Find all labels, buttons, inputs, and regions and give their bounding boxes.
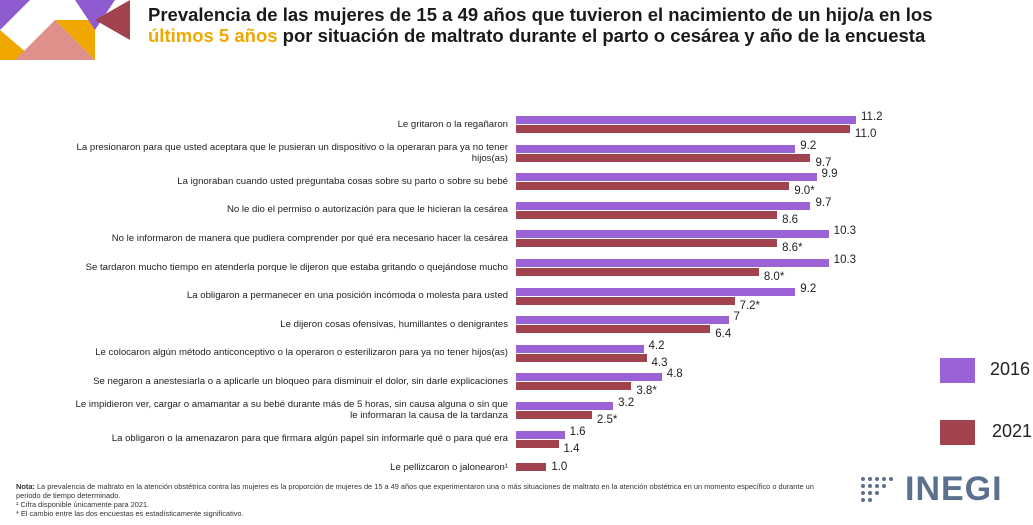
value-label: 4.2 xyxy=(648,339,665,352)
value-label: 3.2 xyxy=(618,397,635,409)
value-label: 10.3 xyxy=(833,254,857,266)
value-label: 11.0 xyxy=(854,128,877,140)
bar xyxy=(516,463,547,472)
note: La prevalencia de maltrato en la atenció… xyxy=(16,482,814,500)
category-label: No le dio el permiso o autorización para… xyxy=(226,204,508,216)
bar xyxy=(516,116,856,124)
legend-label: 2021 xyxy=(992,421,1033,441)
value-label: 10.3 xyxy=(833,225,857,238)
title-part: Prevalencia de las mujeres de 15 a 49 añ… xyxy=(148,4,933,25)
legend-swatch xyxy=(940,358,975,383)
bar xyxy=(516,316,729,325)
value-label: 9.2 xyxy=(800,139,817,152)
notes: Nota: La prevalencia de maltrato en la a… xyxy=(16,482,836,518)
bar xyxy=(516,153,811,162)
bar xyxy=(516,144,796,153)
bar xyxy=(516,239,778,248)
category-label: La obligaron a permanecer en una posició… xyxy=(186,290,508,302)
bar xyxy=(516,382,632,391)
bar xyxy=(516,287,796,296)
category-label: Le pellizcaron o jalonearon¹ xyxy=(390,461,508,473)
category-label: La obligaron o la amenazaron para que fi… xyxy=(111,433,508,445)
bar xyxy=(516,353,647,362)
value-label: 1.6 xyxy=(569,425,586,438)
bar xyxy=(516,125,850,133)
logo-shapes xyxy=(0,0,130,60)
category-label: Se negaron a anestesiarla o a aplicarle … xyxy=(93,375,508,387)
value-label: 9.7 xyxy=(815,196,832,209)
bar xyxy=(516,268,759,276)
category-label: Le impidieron ver, cargar o amamantar a … xyxy=(75,399,508,421)
value-label: 8.6 xyxy=(782,213,799,226)
bar xyxy=(516,439,559,448)
bar xyxy=(516,173,817,182)
note-label: Nota: xyxy=(16,482,35,491)
title-part: por situación de maltrato durante el par… xyxy=(277,25,926,46)
bar xyxy=(516,296,735,305)
bar xyxy=(516,402,614,410)
value-label: 4.3 xyxy=(651,356,668,369)
category-label: Le gritaron o la regañaron xyxy=(397,118,508,130)
value-label: 1.0 xyxy=(551,461,568,474)
value-label: 1.4 xyxy=(563,442,580,455)
value-label: 9.0* xyxy=(794,185,815,198)
bar xyxy=(516,325,711,334)
bar xyxy=(516,182,790,191)
bar xyxy=(516,230,829,239)
value-label: 9.2 xyxy=(800,282,817,295)
legend-swatch xyxy=(940,420,975,445)
note: * El cambio entre las dos encuestas es e… xyxy=(16,509,244,518)
value-label: 7 xyxy=(733,311,740,324)
bar xyxy=(516,411,592,419)
category-label: Le dijeron cosas ofensivas, humillantes … xyxy=(280,318,508,330)
value-label: 3.8* xyxy=(636,385,657,398)
category-label: La ignoraban cuando usted preguntaba cos… xyxy=(177,175,508,187)
category-label: Le colocaron algún método anticonceptivo… xyxy=(95,347,508,359)
note: ¹ Cifra disponible únicamente para 2021. xyxy=(16,500,150,509)
value-label: 2.5* xyxy=(596,414,618,426)
category-label: La presionaron para que usted aceptara q… xyxy=(76,141,508,164)
title-highlight: últimos 5 años xyxy=(148,25,278,46)
bar xyxy=(516,373,662,382)
legend-label: 2016 xyxy=(990,359,1031,379)
bar xyxy=(516,259,829,267)
logo-text: INEGI xyxy=(905,470,1003,508)
category-label: No le informaron de manera que pudiera c… xyxy=(111,232,508,244)
value-label: 11.2 xyxy=(861,111,883,123)
value-label: 6.4 xyxy=(715,328,732,341)
value-label: 9.7 xyxy=(815,156,832,169)
value-label: 8.0* xyxy=(763,271,785,283)
category-label: Se tardaron mucho tiempo en atenderla po… xyxy=(85,261,508,273)
chart-title: Prevalencia de las mujeres de 15 a 49 añ… xyxy=(148,4,948,46)
bar xyxy=(516,210,778,219)
value-label: 4.8 xyxy=(666,368,683,381)
bar xyxy=(516,201,811,210)
bar xyxy=(516,430,565,439)
value-label: 8.6* xyxy=(782,242,803,255)
bar xyxy=(516,344,644,353)
logo-icon xyxy=(861,477,893,502)
value-label: 9.9 xyxy=(821,168,838,181)
value-label: 7.2* xyxy=(739,299,761,312)
